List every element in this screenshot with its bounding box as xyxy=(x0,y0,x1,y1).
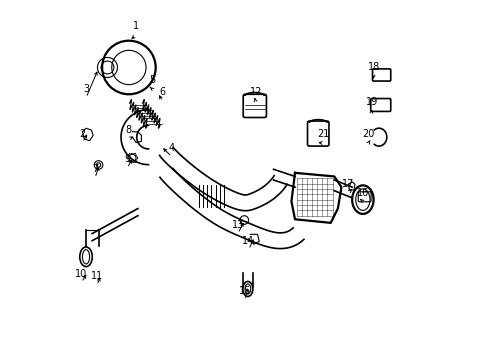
Text: 10: 10 xyxy=(75,269,88,279)
Text: 17: 17 xyxy=(343,179,355,189)
Text: 18: 18 xyxy=(368,63,380,72)
Text: 11: 11 xyxy=(91,271,103,282)
Text: 15: 15 xyxy=(239,287,251,296)
Text: 3: 3 xyxy=(83,84,89,94)
Text: 6: 6 xyxy=(160,87,166,98)
Text: 12: 12 xyxy=(249,87,262,98)
Text: 21: 21 xyxy=(318,129,330,139)
Text: 19: 19 xyxy=(366,97,378,107)
Text: 7: 7 xyxy=(92,164,98,174)
Text: 2: 2 xyxy=(79,129,86,139)
Text: 20: 20 xyxy=(362,129,374,139)
Text: 5: 5 xyxy=(149,75,155,85)
Text: 13: 13 xyxy=(232,220,244,230)
Text: 14: 14 xyxy=(243,236,255,246)
Text: 16: 16 xyxy=(357,188,369,198)
Text: 8: 8 xyxy=(126,125,132,135)
Text: 1: 1 xyxy=(133,21,139,31)
Text: 9: 9 xyxy=(124,154,130,164)
Text: 4: 4 xyxy=(169,143,175,153)
